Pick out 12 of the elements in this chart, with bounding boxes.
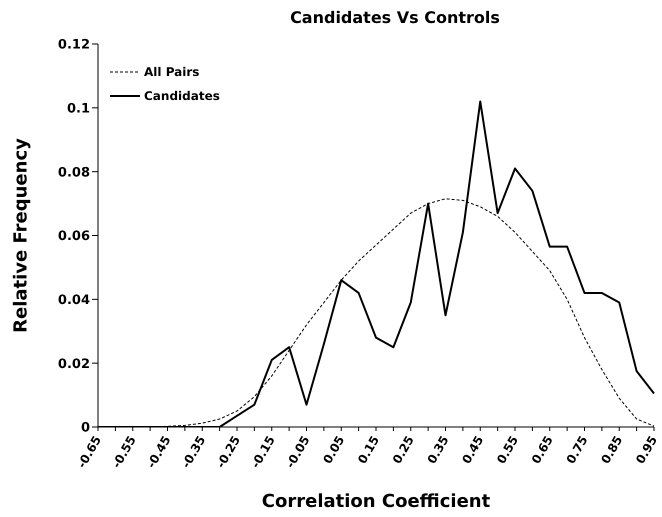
y-tick-label: 0.04 (58, 292, 90, 308)
legend-label: All Pairs (144, 64, 200, 81)
x-axis-title: Correlation Coefficient (262, 491, 491, 512)
y-tick-label: 0.12 (58, 38, 90, 53)
legend-label: Candidates (144, 88, 220, 105)
y-tick-label: 0 (80, 420, 90, 436)
y-tick-label: 0.08 (58, 165, 90, 180)
y-axis-title: Relative Frequency (10, 138, 32, 333)
y-tick-label: 0.02 (58, 356, 90, 372)
y-tick-label: 0.06 (58, 229, 90, 244)
chart-title: Candidates Vs Controls (289, 8, 501, 29)
y-tick-label: 0.1 (66, 101, 90, 116)
